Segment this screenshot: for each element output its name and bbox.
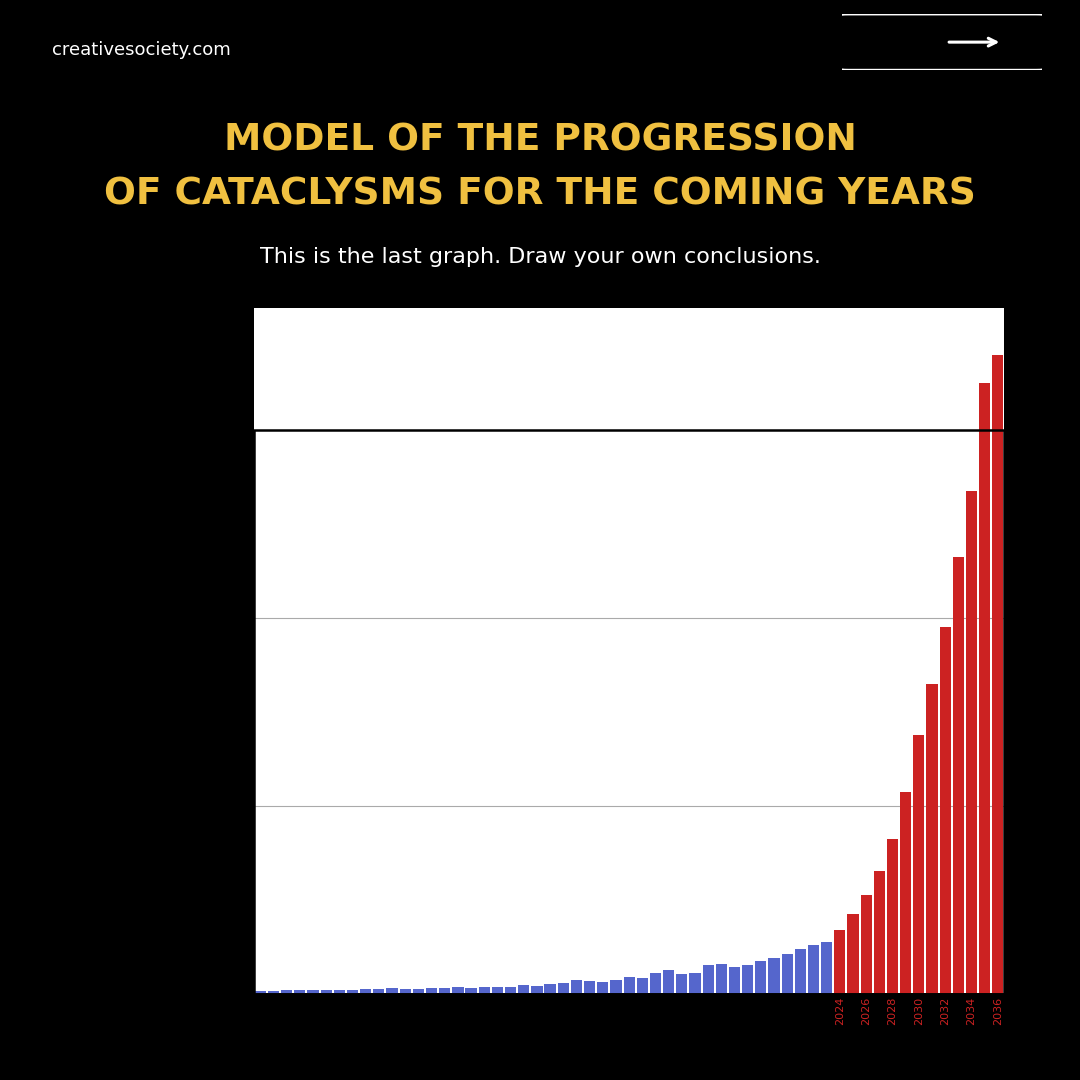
Bar <box>597 983 608 994</box>
Bar <box>966 491 977 994</box>
Bar <box>308 990 319 994</box>
Bar <box>374 989 384 994</box>
Bar <box>360 989 372 994</box>
Bar <box>900 792 912 994</box>
Bar <box>768 958 780 994</box>
Bar <box>505 986 516 994</box>
Bar <box>321 990 332 994</box>
Bar <box>729 968 740 994</box>
Bar <box>571 981 582 994</box>
Bar <box>742 966 753 994</box>
Bar <box>953 557 964 994</box>
Bar <box>848 914 859 994</box>
Bar <box>255 990 266 994</box>
Bar <box>689 973 701 994</box>
Bar <box>557 983 569 994</box>
Text: creativesociety.com: creativesociety.com <box>52 41 231 59</box>
Bar <box>491 987 503 994</box>
Bar <box>387 988 397 994</box>
Bar <box>413 988 424 994</box>
Bar <box>755 961 767 994</box>
Bar <box>478 987 490 994</box>
Bar <box>940 627 950 994</box>
Bar <box>808 945 819 994</box>
Bar <box>795 948 806 994</box>
Bar <box>676 974 687 994</box>
FancyBboxPatch shape <box>833 14 1052 70</box>
Bar <box>544 984 556 994</box>
Bar <box>874 872 885 994</box>
Text: OF CATACLYSMS FOR THE COMING YEARS: OF CATACLYSMS FOR THE COMING YEARS <box>104 176 976 213</box>
Bar <box>702 966 714 994</box>
Bar <box>400 989 410 994</box>
Bar <box>637 977 648 994</box>
Bar <box>861 895 872 994</box>
Bar <box>347 989 359 994</box>
Bar <box>993 354 1003 994</box>
Bar <box>518 985 529 994</box>
Text: This is the last graph. Draw your own conclusions.: This is the last graph. Draw your own co… <box>259 247 821 267</box>
Bar <box>887 838 899 994</box>
Bar <box>914 735 924 994</box>
Bar <box>663 970 674 994</box>
Bar <box>927 684 937 994</box>
Bar <box>268 990 279 994</box>
Bar <box>453 987 463 994</box>
Bar <box>584 982 595 994</box>
Bar <box>294 990 306 994</box>
Bar <box>465 988 476 994</box>
Bar <box>834 930 846 994</box>
Bar <box>254 430 1004 994</box>
Bar <box>531 986 542 994</box>
Bar <box>782 954 793 994</box>
Bar <box>610 981 621 994</box>
Bar <box>716 963 727 994</box>
Bar <box>980 383 990 994</box>
Bar <box>623 976 635 994</box>
Bar <box>334 990 345 994</box>
Bar <box>426 988 437 994</box>
Text: MODEL OF THE PROGRESSION: MODEL OF THE PROGRESSION <box>224 122 856 159</box>
Bar <box>650 973 661 994</box>
Bar <box>821 942 833 994</box>
Bar <box>440 988 450 994</box>
Bar <box>281 990 293 994</box>
